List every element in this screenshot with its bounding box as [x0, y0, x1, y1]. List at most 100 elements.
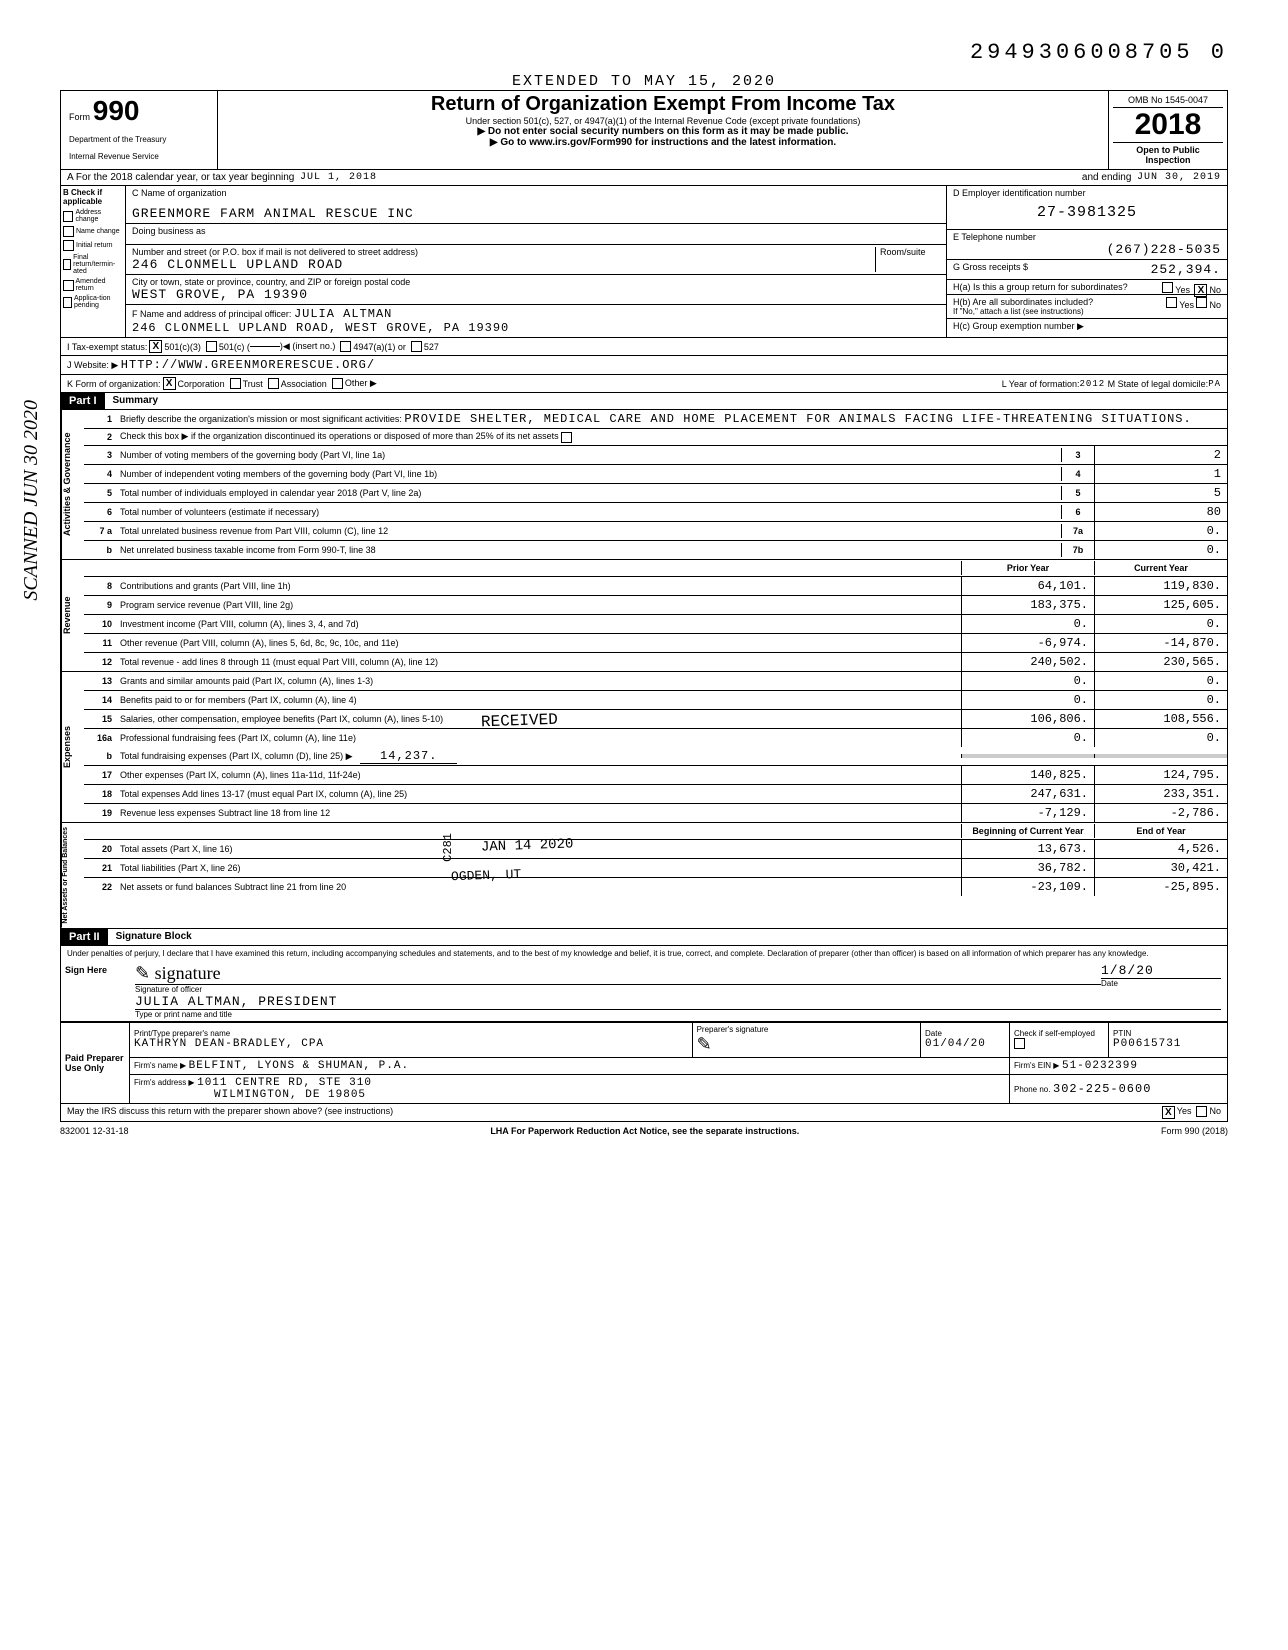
officer-name: JULIA ALTMAN [294, 307, 392, 321]
year-end: JUN 30, 2019 [1137, 172, 1221, 183]
address-change-checkbox[interactable] [63, 211, 73, 222]
ptin-label: PTIN [1113, 1029, 1223, 1038]
ha-yes-checkbox[interactable] [1162, 282, 1173, 293]
governance-tab: Activities & Governance [61, 410, 84, 559]
trust-checkbox[interactable] [230, 378, 241, 389]
name-change-checkbox[interactable] [63, 226, 74, 237]
preparer-name: KATHRYN DEAN-BRADLEY, CPA [134, 1038, 688, 1050]
c281-stamp: C281 [441, 833, 455, 862]
form-number: 990 [93, 95, 140, 126]
preparer-signature[interactable]: ✎ [697, 1034, 916, 1055]
officer-signature[interactable]: ✎ signature [135, 963, 1101, 985]
received-stamp: RECEIVED [481, 711, 558, 732]
form-title: Return of Organization Exempt From Incom… [224, 93, 1102, 116]
tax-year-row: A For the 2018 calendar year, or tax yea… [60, 170, 1228, 186]
corp-checkbox[interactable]: X [163, 377, 176, 390]
entity-section: B Check if applicable Address change Nam… [60, 186, 1228, 338]
ogden-stamp: OGDEN, UT [451, 867, 522, 884]
paid-preparer-label: Paid Preparer Use Only [61, 1023, 130, 1104]
g-label: G Gross receipts $ [953, 262, 1028, 277]
firm-addr2: WILMINGTON, DE 19805 [134, 1089, 366, 1101]
501c3-checkbox[interactable]: X [149, 340, 162, 353]
revenue-tab: Revenue [61, 560, 84, 671]
signature-block: Under penalties of perjury, I declare th… [60, 946, 1228, 1023]
opt-4947: 4947(a)(1) or [353, 342, 406, 352]
cb-label: Amended return [76, 278, 123, 292]
opt-trust: Trust [243, 379, 263, 389]
firm-addr1: 1011 CENTRE RD, STE 310 [197, 1077, 372, 1089]
dba-label: Doing business as [126, 224, 946, 245]
part2-label: Part II [61, 929, 108, 945]
prior-year-header: Prior Year [961, 561, 1094, 575]
ein: 27-3981325 [953, 198, 1221, 227]
date-label: Date [1101, 979, 1221, 988]
amended-return-checkbox[interactable] [63, 280, 74, 291]
discuss-no-checkbox[interactable] [1196, 1106, 1207, 1117]
opt-501c-b: )◀ (insert no.) [280, 341, 335, 352]
discontinued-checkbox[interactable] [561, 432, 572, 443]
phone-label: Phone no. [1014, 1085, 1050, 1094]
omb-number: OMB No 1545-0047 [1113, 95, 1223, 108]
opt-other: Other ▶ [345, 378, 377, 389]
year-mid: and ending [1082, 172, 1132, 183]
discuss-yes-checkbox[interactable]: X [1162, 1106, 1175, 1119]
page-footer: 832001 12-31-18 LHA For Paperwork Reduct… [60, 1122, 1228, 1140]
expenses-tab: Expenses [61, 672, 84, 822]
assoc-checkbox[interactable] [268, 378, 279, 389]
jan14-stamp: JAN 14 2020 [481, 836, 574, 855]
501c-checkbox[interactable] [206, 341, 217, 352]
cb-label: Applica-tion pending [74, 295, 123, 309]
cb-label: Name change [76, 228, 120, 235]
website-instruction: ▶ Go to www.irs.gov/Form990 for instruct… [224, 137, 1102, 148]
b-header: B Check if applicable [63, 188, 123, 206]
cb-label: Initial return [76, 242, 113, 249]
ha-no-checkbox[interactable]: X [1194, 284, 1207, 297]
opt-527: 527 [424, 342, 439, 352]
gross-receipts: 252,394. [1151, 262, 1221, 277]
name-title-label: Type or print name and title [135, 1010, 1221, 1019]
formation-year: 2012 [1080, 379, 1106, 389]
year-begin: JUL 1, 2018 [300, 172, 377, 183]
other-checkbox[interactable] [332, 378, 343, 389]
e-label: E Telephone number [953, 232, 1036, 242]
final-return-checkbox[interactable] [63, 259, 71, 270]
officer-name-title: JULIA ALTMAN, PRESIDENT [135, 994, 1221, 1010]
opt-assoc: Association [281, 379, 327, 389]
extended-notice: EXTENDED TO MAY 15, 2020 [60, 73, 1228, 90]
net-assets-tab: Net Assets or Fund Balances [61, 823, 84, 928]
firm-ein: 51-0232399 [1062, 1060, 1138, 1072]
city-state-zip: WEST GROVE, PA 19390 [132, 287, 940, 302]
discuss-yes: Yes [1177, 1106, 1192, 1119]
prep-name-label: Print/Type preparer's name [134, 1029, 688, 1038]
ha-label: H(a) Is this a group return for subordin… [953, 282, 1128, 292]
opt-501c3: 501(c)(3) [164, 342, 201, 352]
4947-checkbox[interactable] [340, 341, 351, 352]
line2-text: Check this box ▶ if the organization dis… [120, 431, 559, 441]
net-assets-section: Net Assets or Fund Balances Beginning of… [60, 823, 1228, 929]
hb-label: H(b) Are all subordinates included? [953, 297, 1093, 307]
cb-label: Final return/termin-ated [73, 254, 123, 275]
street-label: Number and street (or P.O. box if mail i… [132, 247, 875, 257]
application-pending-checkbox[interactable] [63, 297, 72, 308]
end-year-header: End of Year [1094, 824, 1227, 838]
k-label: K Form of organization: [67, 379, 161, 389]
hb-no-checkbox[interactable] [1196, 297, 1207, 308]
self-employed-checkbox[interactable] [1014, 1038, 1025, 1049]
f-label: F Name and address of principal officer: [132, 309, 291, 319]
website-url: HTTP://WWW.GREENMORERESCUE.ORG/ [121, 358, 375, 372]
part2-title: Signature Block [108, 929, 200, 945]
preparer-table: Paid Preparer Use Only Print/Type prepar… [60, 1023, 1228, 1104]
527-checkbox[interactable] [411, 341, 422, 352]
dln-number: 2949306008705 0 [60, 40, 1228, 65]
current-year-header: Current Year [1094, 561, 1227, 575]
firm-name: BELFINT, LYONS & SHUMAN, P.A. [189, 1060, 409, 1072]
sig-label: Signature of officer [135, 985, 1101, 994]
i-label: I Tax-exempt status: [67, 342, 147, 352]
form-label: Form [69, 112, 90, 122]
line16b-val: 14,237. [360, 749, 457, 764]
hc-label: H(c) Group exemption number ▶ [947, 319, 1227, 334]
initial-return-checkbox[interactable] [63, 240, 74, 251]
discuss-row: May the IRS discuss this return with the… [60, 1104, 1228, 1122]
governance-section: Activities & Governance 1 Briefly descri… [60, 410, 1228, 560]
hb-yes-checkbox[interactable] [1166, 297, 1177, 308]
